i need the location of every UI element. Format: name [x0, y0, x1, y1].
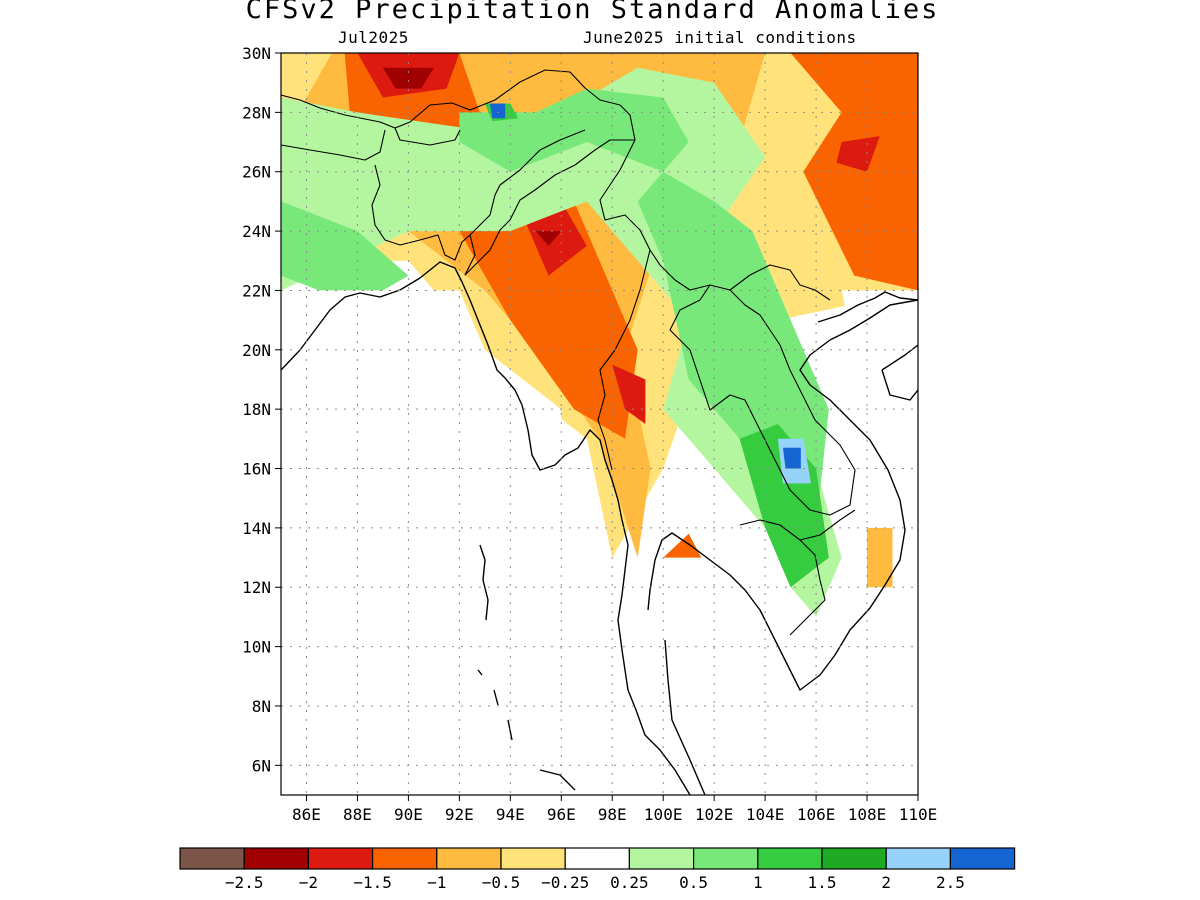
border-bhutan	[394, 127, 461, 146]
coastline-gulf-tonkin	[817, 291, 918, 323]
masked-region-1	[841, 290, 918, 469]
colorbar-label: 2.5	[936, 873, 965, 892]
lat-tick-label: 22N	[242, 281, 271, 300]
lat-tick-label: 28N	[242, 103, 271, 122]
colorbar-swatch	[692, 847, 759, 870]
colorbar-label: 0.25	[610, 873, 649, 892]
masked-region-0	[281, 290, 918, 795]
colorbar-label: −0.5	[482, 873, 521, 892]
border-vietnam-china	[729, 264, 831, 301]
lon-tick-label: 98E	[598, 805, 627, 824]
map-title: CFSv2 Precipitation Standard Anomalies	[245, 0, 940, 25]
colorbar-swatch	[885, 847, 952, 870]
border-cambodia-vietnam	[789, 539, 826, 636]
anomaly-region-15	[281, 201, 409, 306]
border-layer	[281, 69, 856, 636]
colorbar-swatch	[757, 847, 823, 870]
coastline-bay-of-bengal	[281, 261, 691, 795]
border-laos	[669, 284, 856, 516]
colorbar-labels: −2.5 −2 −1.5 −1 −0.5 −0.25 0.25 0.5 1 1.5 2 2.5	[225, 873, 965, 892]
lon-tick-label: 88E	[343, 805, 372, 824]
lat-tick-label: 24N	[242, 222, 271, 241]
lat-tick-label: 6N	[252, 756, 271, 775]
colorbar-label: −1	[427, 873, 446, 892]
ocean-mask-layer	[281, 290, 918, 795]
anomaly-region-9	[836, 136, 880, 172]
anomaly-region-23	[867, 527, 893, 588]
colorbar-swatch	[500, 847, 566, 870]
colorbar-label: −0.25	[541, 873, 589, 892]
colorbar-label: 2	[881, 873, 891, 892]
lat-tick-label: 14N	[242, 519, 271, 538]
graticule	[281, 53, 918, 795]
colorbar-label: −2.5	[225, 873, 264, 892]
lon-tick-label: 106E	[797, 805, 836, 824]
lat-tick-label: 16N	[242, 460, 271, 479]
lat-tick-label: 20N	[242, 341, 271, 360]
lon-tick-label: 102E	[695, 805, 734, 824]
lon-tick-label: 94E	[496, 805, 525, 824]
colorbar-label: 0.5	[679, 873, 708, 892]
lon-tick-label: 96E	[547, 805, 576, 824]
colorbar-swatch	[628, 847, 695, 870]
forecast-month: Jul2025	[338, 28, 409, 47]
lat-tick-label: 30N	[242, 44, 271, 63]
colorbar-swatch	[821, 847, 887, 870]
border-bangladesh	[371, 129, 586, 261]
colorbar-label: −2	[299, 873, 318, 892]
colorbar	[179, 847, 1016, 870]
border-myanmar-thailand	[597, 249, 651, 471]
colorbar-swatch	[307, 847, 374, 870]
colorbar-swatch	[372, 847, 438, 870]
lat-tick-label: 18N	[242, 400, 271, 419]
latitude-labels: 30N 28N 26N 24N 22N 20N 18N 16N 14N 12N 10N 8N 6N	[242, 44, 281, 775]
lat-tick-label: 10N	[242, 638, 271, 657]
colorbar-swatch	[436, 847, 502, 870]
lon-tick-label: 100E	[644, 805, 683, 824]
initial-conditions: June2025 initial conditions	[583, 28, 857, 47]
anomaly-region-19	[783, 447, 801, 469]
border-myanmar-china	[599, 139, 711, 291]
colorbar-label: −1.5	[353, 873, 392, 892]
lon-tick-label: 90E	[394, 805, 423, 824]
anomaly-region-11	[382, 67, 434, 89]
coastline-hainan	[881, 344, 918, 401]
colorbar-swatch	[564, 847, 631, 870]
anomaly-region-20	[489, 103, 506, 119]
colorbar-swatch	[243, 847, 309, 870]
lon-tick-label: 92E	[445, 805, 474, 824]
border-nepal-india	[281, 129, 386, 161]
anomaly-region-7	[612, 364, 646, 424]
coastline-gulf-of-thailand	[647, 299, 918, 691]
colorbar-label: 1	[753, 873, 763, 892]
colorbar-swatch	[949, 847, 1016, 870]
border-nepal-china	[281, 69, 636, 141]
lat-tick-label: 26N	[242, 163, 271, 182]
lat-tick-label: 12N	[242, 578, 271, 597]
anomaly-region-12	[535, 231, 562, 246]
lat-tick-label: 8N	[252, 697, 271, 716]
lon-tick-label: 108E	[848, 805, 887, 824]
lon-tick-label: 104E	[746, 805, 785, 824]
coastline-layer	[281, 261, 918, 795]
anomaly-fill-layer	[281, 53, 918, 795]
longitude-labels: 86E 88E 90E 92E 94E 96E 98E 100E 102E 104E 106E 108…	[292, 795, 937, 824]
anomaly-region-6	[523, 201, 587, 276]
colorbar-label: 1.5	[808, 873, 837, 892]
border-india-myanmar	[464, 139, 635, 276]
map-frame	[280, 52, 919, 796]
lon-tick-label: 110E	[899, 805, 938, 824]
colorbar-swatch	[179, 847, 245, 870]
anomaly-region-4	[790, 53, 918, 291]
lon-tick-label: 86E	[292, 805, 321, 824]
coastline-malay-east	[664, 639, 706, 795]
coastline-islands-andaman	[477, 544, 576, 791]
